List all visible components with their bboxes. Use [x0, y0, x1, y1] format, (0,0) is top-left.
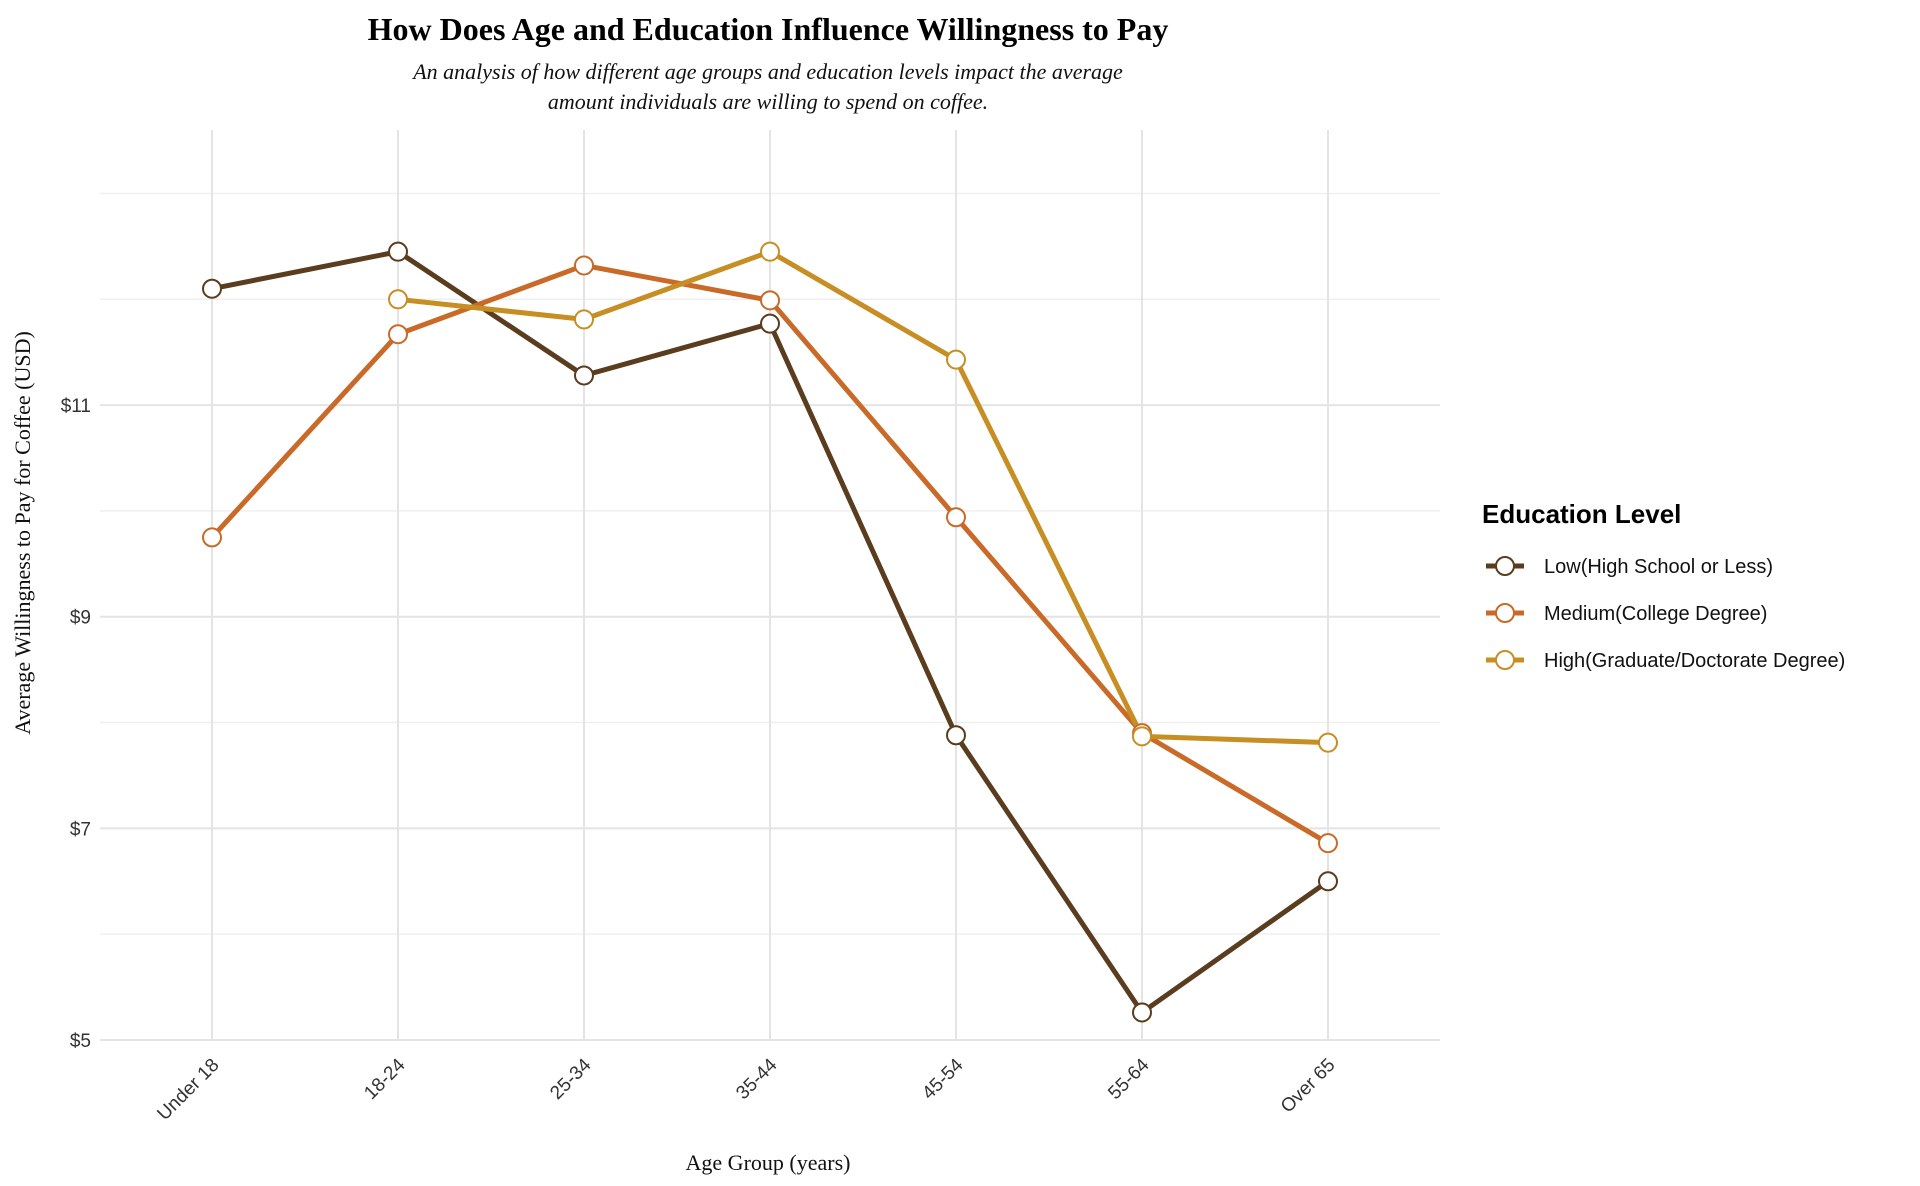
series-1-point: [388, 324, 408, 345]
grid-lines: [100, 130, 1440, 1041]
legend: Education Level Low(High School or Less)…: [1482, 499, 1845, 672]
series-0-point: [760, 313, 780, 334]
legend-label-2: High(Graduate/Doctorate Degree): [1544, 650, 1845, 672]
x-axis-title: Age Group (years): [686, 1150, 851, 1175]
x-tick-label: 35-44: [732, 1054, 782, 1104]
series-2-point: [1132, 726, 1152, 747]
series-0-point: [574, 365, 594, 386]
chart-subtitle-line-2: amount individuals are willing to spend …: [548, 89, 988, 114]
x-tick-label: 25-34: [546, 1054, 596, 1104]
series-0-point: [1318, 871, 1338, 892]
series-1-point: [760, 290, 780, 311]
chart-subtitle-line-1: An analysis of how different age groups …: [411, 59, 1123, 84]
x-tick-label: 45-54: [918, 1054, 968, 1104]
legend-swatch-point-0: [1495, 556, 1515, 576]
y-tick-label: $9: [70, 608, 91, 629]
series-1-point: [574, 255, 594, 276]
series-2-point: [388, 289, 408, 310]
x-tick-label: 55-64: [1104, 1054, 1154, 1104]
series-1-point: [202, 527, 222, 548]
legend-title: Education Level: [1482, 499, 1681, 529]
series-2-point: [574, 309, 594, 330]
series-2-point: [1318, 732, 1338, 753]
series-1-point: [946, 507, 966, 528]
legend-label-0: Low(High School or Less): [1544, 556, 1773, 578]
chart-title: How Does Age and Education Influence Wil…: [368, 11, 1169, 47]
x-tick-label: 18-24: [360, 1054, 410, 1104]
y-tick-label: $5: [70, 1031, 91, 1052]
y-tick-label: $11: [61, 396, 91, 417]
series-0-point: [388, 241, 408, 262]
series-0-point: [1132, 1002, 1152, 1023]
series-0-point: [202, 278, 222, 299]
series-0-point: [946, 725, 966, 746]
series-1-point: [1318, 833, 1338, 854]
y-tick-label: $7: [70, 819, 91, 840]
series-line-2: [395, 249, 1331, 746]
x-tick-label: Under 18: [153, 1055, 223, 1125]
series-2-point: [760, 241, 780, 262]
x-tick-label: Over 65: [1277, 1055, 1340, 1118]
y-axis-title: Average Willingness to Pay for Coffee (U…: [10, 331, 35, 735]
series-points: [202, 241, 1338, 1023]
legend-swatch-point-1: [1495, 603, 1515, 623]
series-2-point: [946, 349, 966, 370]
legend-label-1: Medium(College Degree): [1544, 603, 1767, 625]
legend-swatch-point-2: [1495, 650, 1515, 670]
